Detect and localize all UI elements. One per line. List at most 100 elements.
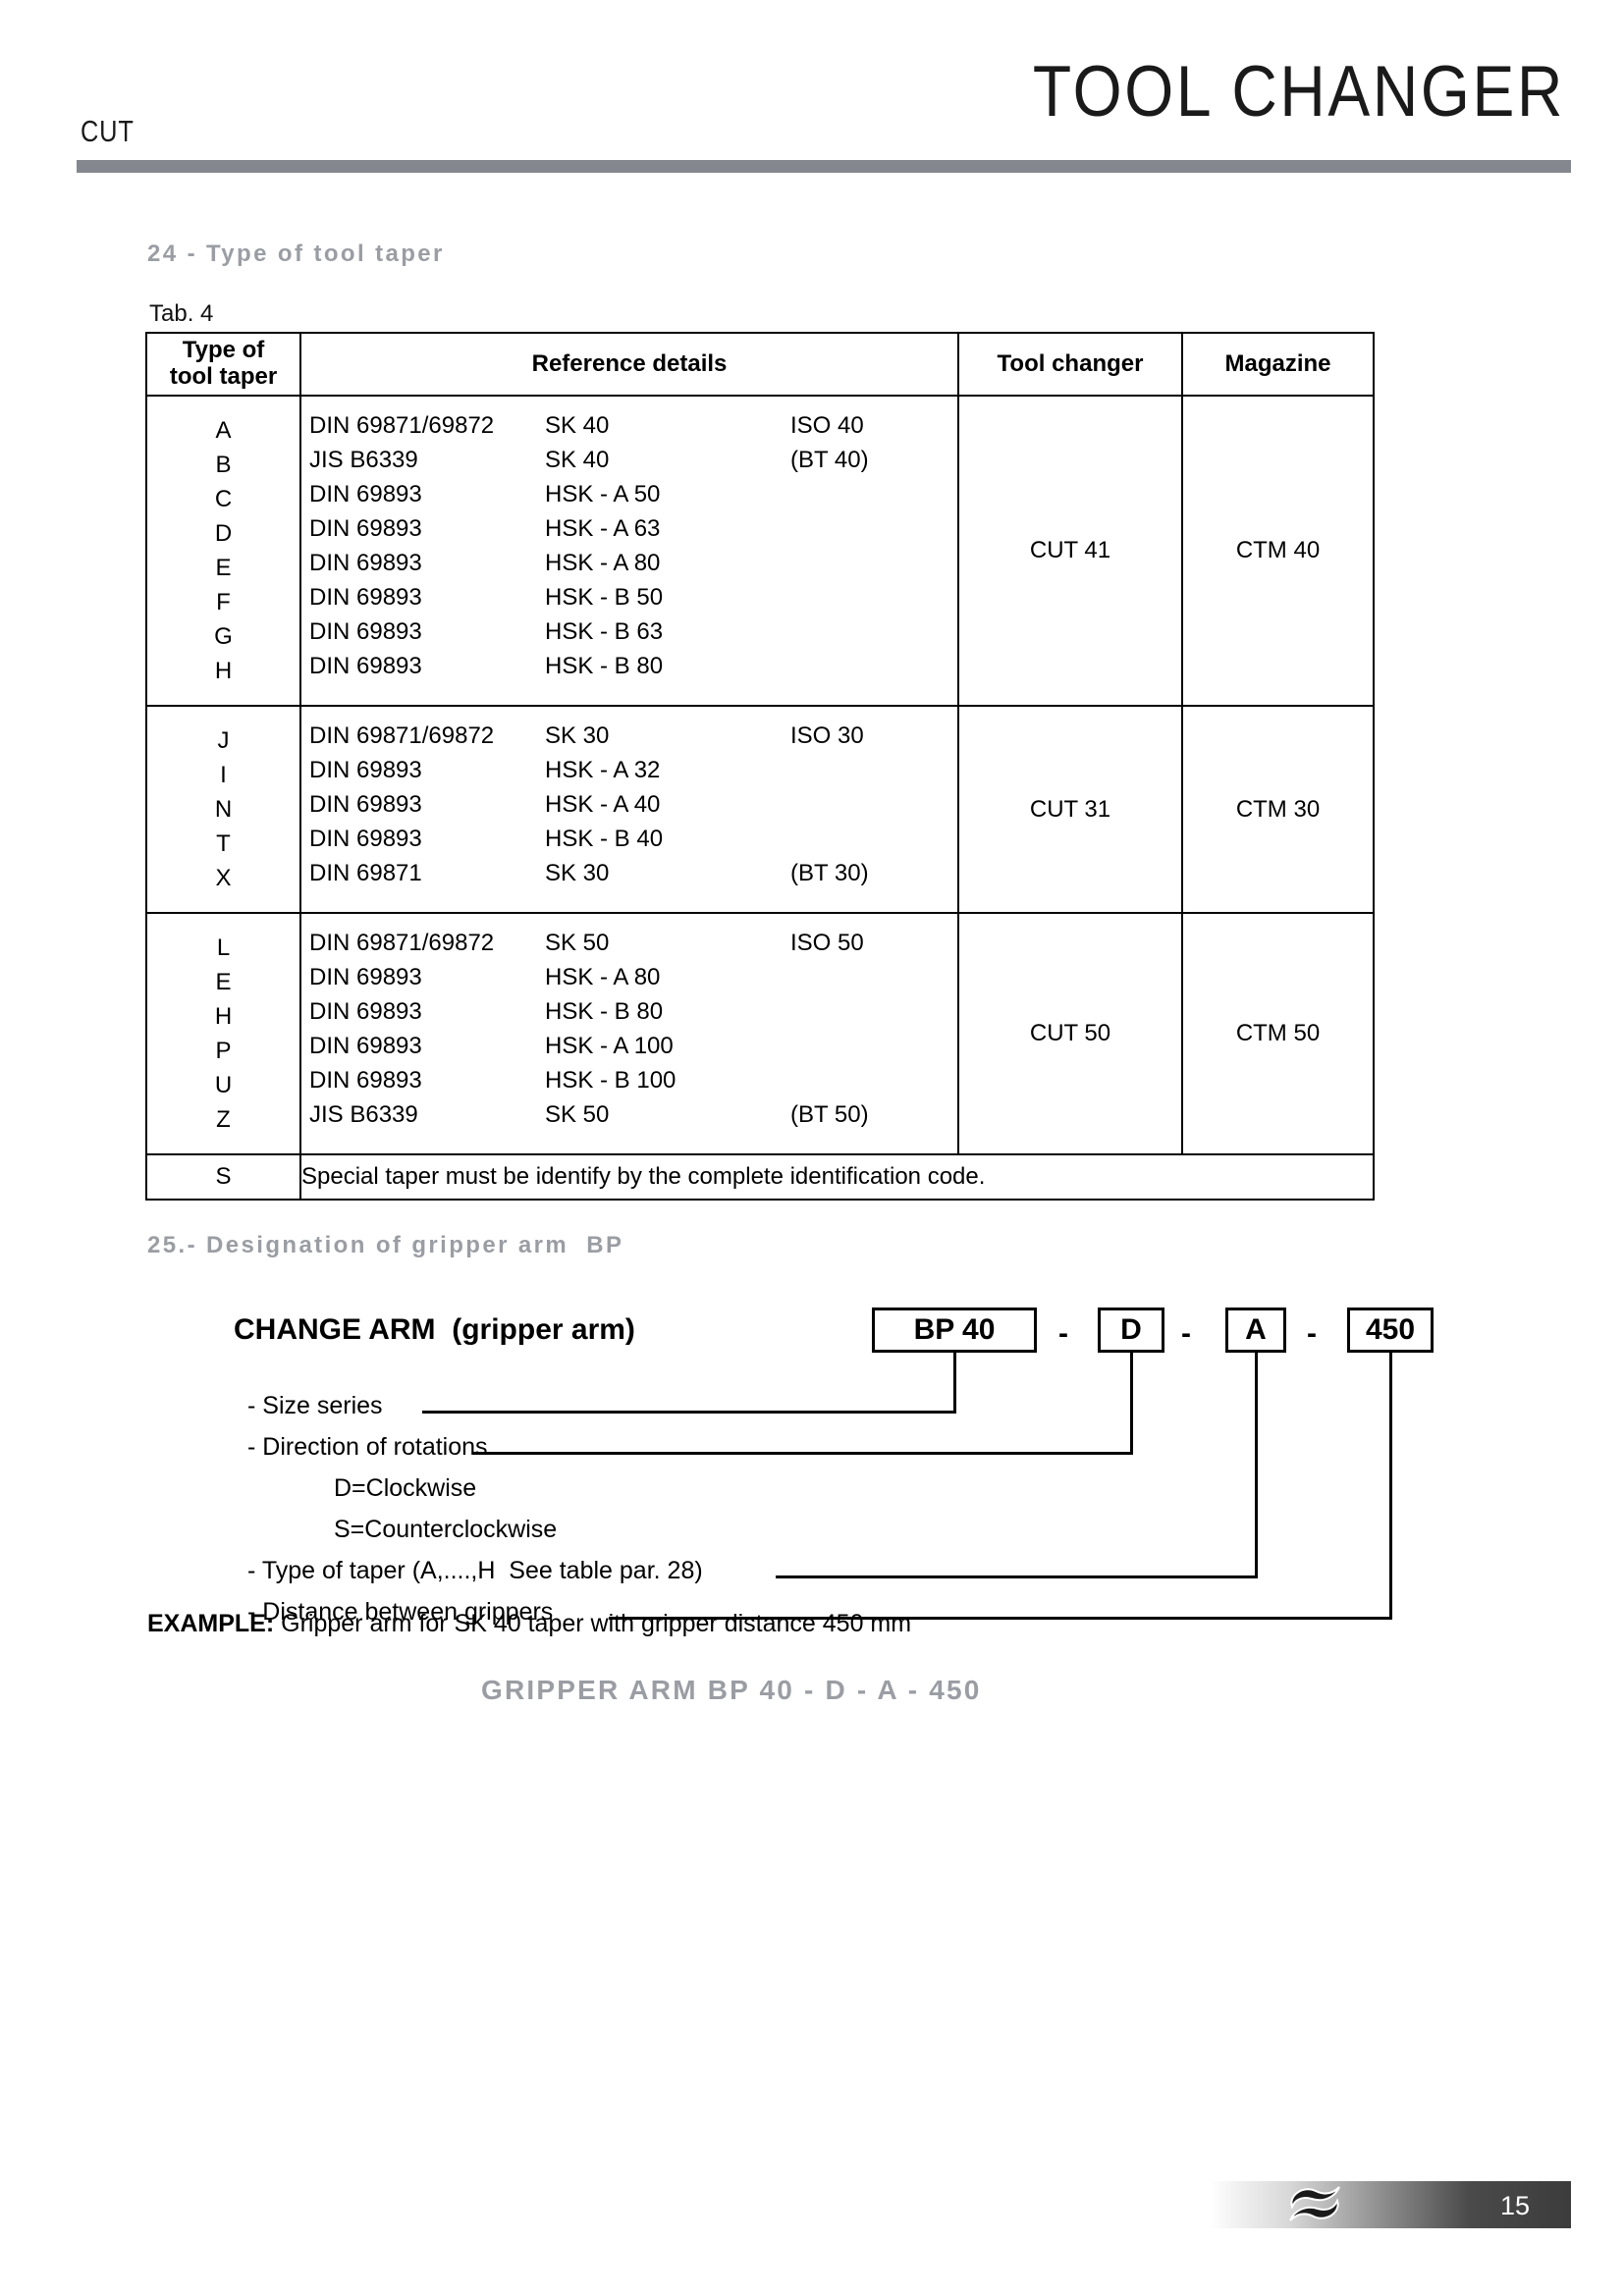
section-24-heading: 24 - Type of tool taper — [147, 240, 445, 267]
footer-gradient-bar — [1210, 2181, 1571, 2228]
page-footer: 15 — [1210, 2181, 1571, 2228]
taper-letter: Z — [216, 1106, 231, 1133]
taper-letter: B — [215, 452, 232, 478]
legend-direction: - Direction of rotations — [247, 1433, 488, 1461]
taper-letter: T — [216, 830, 231, 857]
leader-line-size-series-horizontal — [422, 1411, 956, 1414]
reference-standard: DIN 69893 — [309, 998, 422, 1025]
reference-standard: DIN 69871 — [309, 860, 422, 886]
reference-alt: ISO 30 — [790, 722, 864, 749]
table-row-special: S Special taper must be identify by the … — [145, 1153, 1375, 1201]
header-tool-changer: Tool changer — [957, 332, 1183, 397]
reference-standard: DIN 69893 — [309, 757, 422, 783]
reference-standard: JIS B6339 — [309, 1101, 418, 1128]
reference-taper: SK 40 — [545, 447, 610, 473]
taper-letter: E — [215, 555, 232, 581]
reference-taper: HSK - A 100 — [545, 1033, 674, 1059]
special-taper-letter: S — [145, 1153, 301, 1201]
magazine-group-3: CTM 50 — [1181, 912, 1375, 1155]
reference-standard: DIN 69893 — [309, 1067, 422, 1094]
leader-line-distance-vertical — [1389, 1353, 1392, 1620]
special-taper-text: Special taper must be identify by the co… — [299, 1153, 1375, 1201]
header-type-line2: tool taper — [169, 363, 278, 390]
reference-standard: JIS B6339 — [309, 447, 418, 473]
taper-letters-group-1: A B C D E F G H — [145, 395, 301, 707]
taper-letter: F — [216, 589, 231, 615]
company-logo-icon — [1289, 2186, 1340, 2221]
reference-taper: HSK - B 50 — [545, 584, 664, 611]
reference-row: DIN 69871/69872 SK 50 ISO 50 — [309, 926, 957, 960]
code-box-taper-type: A — [1225, 1308, 1286, 1353]
reference-alt: (BT 40) — [790, 447, 869, 473]
header-divider — [77, 160, 1571, 173]
taper-letter: C — [214, 486, 233, 512]
reference-standard: DIN 69893 — [309, 791, 422, 818]
taper-letter: X — [215, 865, 232, 891]
reference-row: DIN 69893 HSK - A 80 — [309, 960, 957, 994]
reference-row: DIN 69871 SK 30 (BT 30) — [309, 856, 957, 890]
tool-changer-group-3: CUT 50 — [957, 912, 1183, 1155]
brand-label: CUT — [81, 114, 135, 148]
reference-standard: DIN 69893 — [309, 964, 422, 990]
legend-clockwise: D=Clockwise — [334, 1474, 477, 1502]
header-type-of-tool-taper: Type of tool taper — [145, 332, 301, 397]
reference-row: DIN 69893 HSK - A 32 — [309, 753, 957, 787]
reference-row: DIN 69893 HSK - A 40 — [309, 787, 957, 822]
header-reference-details: Reference details — [299, 332, 959, 397]
reference-standard: DIN 69893 — [309, 481, 422, 507]
tool-taper-table: Type of tool taper Reference details Too… — [145, 332, 1375, 1201]
reference-row: DIN 69893 HSK - A 80 — [309, 546, 957, 580]
legend-counterclockwise: S=Counterclockwise — [334, 1516, 558, 1543]
reference-standard: DIN 69871/69872 — [309, 722, 495, 749]
reference-alt: (BT 50) — [790, 1101, 869, 1128]
page-title: TOOL CHANGER — [1032, 52, 1565, 132]
taper-letters-group-3: L E H P U Z — [145, 912, 301, 1155]
leader-line-size-series-vertical — [953, 1353, 956, 1414]
code-box-direction: D — [1098, 1308, 1164, 1353]
reference-row: DIN 69893 HSK - B 50 — [309, 580, 957, 614]
table-row: L E H P U Z DIN 69871/69872 SK 50 ISO 50… — [145, 912, 1375, 1155]
reference-taper: HSK - B 80 — [545, 653, 664, 679]
leader-line-taper-type-horizontal — [776, 1575, 1258, 1578]
code-separator: - — [1058, 1317, 1068, 1350]
reference-alt: ISO 50 — [790, 930, 864, 956]
reference-taper: SK 30 — [545, 722, 610, 749]
leader-line-distance-horizontal — [609, 1617, 1392, 1620]
reference-taper: SK 50 — [545, 1101, 610, 1128]
reference-taper: HSK - A 32 — [545, 757, 661, 783]
taper-letter: U — [214, 1072, 233, 1098]
legend-distance: - Distance between grippers — [247, 1598, 554, 1626]
example-text: Gripper arm for SK 40 taper with gripper… — [274, 1610, 912, 1637]
reference-details-group-1: DIN 69871/69872 SK 40 ISO 40 JIS B6339 S… — [299, 395, 959, 707]
taper-letter: P — [215, 1038, 232, 1064]
change-arm-label: CHANGE ARM (gripper arm) — [234, 1313, 635, 1346]
reference-taper: SK 30 — [545, 860, 610, 886]
legend-taper-type: - Type of taper (A,....,H See table par.… — [247, 1557, 703, 1584]
reference-row: DIN 69893 HSK - B 80 — [309, 994, 957, 1029]
taper-letter: N — [214, 796, 233, 823]
leader-line-direction-horizontal — [473, 1452, 1133, 1455]
example-label: EXAMPLE: — [147, 1610, 275, 1637]
reference-row: DIN 69893 HSK - A 50 — [309, 477, 957, 511]
taper-letters-group-2: J I N T X — [145, 705, 301, 914]
reference-row: DIN 69871/69872 SK 40 ISO 40 — [309, 408, 957, 443]
reference-standard: DIN 69893 — [309, 618, 422, 645]
reference-taper: HSK - A 80 — [545, 964, 661, 990]
code-separator: - — [1307, 1317, 1317, 1350]
legend-size-series: - Size series — [247, 1392, 383, 1419]
taper-letter: D — [214, 520, 233, 547]
reference-standard: DIN 69871/69872 — [309, 412, 495, 439]
reference-taper: HSK - A 63 — [545, 515, 661, 542]
reference-taper: SK 50 — [545, 930, 610, 956]
table-caption: Tab. 4 — [149, 300, 214, 327]
reference-row: DIN 69893 HSK - B 40 — [309, 822, 957, 856]
taper-letter: G — [214, 623, 233, 650]
reference-row: DIN 69871/69872 SK 30 ISO 30 — [309, 719, 957, 753]
reference-taper: HSK - A 40 — [545, 791, 661, 818]
designation-diagram: CHANGE ARM (gripper arm) BP 40 - D - A -… — [0, 1286, 1624, 1737]
reference-taper: SK 40 — [545, 412, 610, 439]
reference-row: JIS B6339 SK 50 (BT 50) — [309, 1097, 957, 1132]
code-box-size-series: BP 40 — [872, 1308, 1037, 1353]
reference-standard: DIN 69893 — [309, 1033, 422, 1059]
reference-row: DIN 69893 HSK - B 63 — [309, 614, 957, 649]
